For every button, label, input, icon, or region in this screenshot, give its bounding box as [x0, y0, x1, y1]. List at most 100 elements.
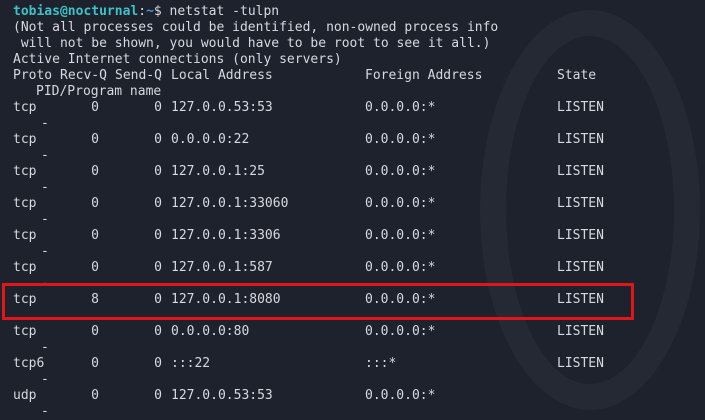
cell-sendq: 0 [154, 388, 162, 403]
cell-foreign: 0.0.0.0:* [365, 100, 436, 115]
cell-local: 127.0.0.1:587 [171, 260, 273, 275]
prompt-separator: : [138, 4, 147, 19]
row-main-line: tcp 0 0 127.0.0.53:53 0.0.0.0:* LISTEN [13, 100, 693, 116]
cell-proto: tcp6 [13, 356, 45, 371]
cell-local: 127.0.0.53:53 [171, 388, 273, 403]
prompt-symbol: $ [153, 4, 170, 19]
cell-state: LISTEN [557, 324, 604, 339]
cell-pid-program: - [41, 180, 49, 195]
row-pid-line: - [13, 148, 693, 164]
cell-proto: tcp [13, 324, 37, 339]
message-line: (Not all processes could be identified, … [13, 20, 499, 35]
cell-sendq: 0 [154, 132, 162, 147]
cell-sendq: 0 [154, 324, 162, 339]
cell-foreign: 0.0.0.0:* [365, 132, 436, 147]
cell-sendq: 0 [154, 228, 162, 243]
header-state: State [557, 68, 597, 83]
cell-foreign: 0.0.0.0:* [365, 228, 436, 243]
table-row: tcp6 0 0:::22:::* LISTEN- [13, 356, 693, 388]
cell-recvq: 0 [91, 228, 99, 243]
cell-recvq: 0 [91, 356, 99, 371]
prompt-path: ~ [146, 4, 154, 19]
cell-state: LISTEN [557, 196, 604, 211]
cell-sendq: 0 [154, 196, 162, 211]
cell-state: LISTEN [557, 100, 604, 115]
cell-pid-program: - [41, 148, 49, 163]
cell-sendq: 0 [154, 260, 162, 275]
row-main-line: tcp 0 0 127.0.0.1:33060 0.0.0.0:* LISTEN [13, 196, 693, 212]
cell-local: 0.0.0.0:22 [171, 132, 250, 147]
row-main-line: udp 0 0 127.0.0.53:53 0.0.0.0:* [13, 388, 693, 404]
cell-recvq: 0 [91, 388, 99, 403]
row-main-line: tcp 0 0 0.0.0.0:80 0.0.0.0:* LISTEN [13, 324, 693, 340]
cell-foreign: 0.0.0.0:* [365, 388, 436, 403]
cell-state: LISTEN [557, 260, 604, 275]
cell-recvq: 0 [91, 324, 99, 339]
cell-pid-program: - [41, 244, 49, 259]
cell-foreign: 0.0.0.0:* [365, 196, 436, 211]
row-pid-line: - [13, 340, 693, 356]
row-main-line: tcp 0 0 0.0.0.0:22 0.0.0.0:* LISTEN [13, 132, 693, 148]
cell-proto: udp [13, 388, 37, 403]
row-pid-line: - [13, 116, 693, 132]
cell-proto: tcp [13, 196, 37, 211]
row-main-line: tcp6 0 0:::22:::* LISTEN [13, 356, 693, 372]
cell-pid-program: - [41, 340, 49, 355]
row-main-line: tcp 0 0 127.0.0.1:3306 0.0.0.0:* LISTEN [13, 228, 693, 244]
cell-local: 0.0.0.0:80 [171, 324, 250, 339]
cell-local: 127.0.0.1:33060 [171, 196, 289, 211]
row-pid-line: - [13, 180, 693, 196]
cell-recvq: 0 [91, 196, 99, 211]
row-pid-line: - [13, 212, 693, 228]
header-local-address: Local Address [171, 68, 273, 83]
cell-foreign: 0.0.0.0:* [365, 292, 436, 307]
row-main-line: tcp 0 0 127.0.0.1:587 0.0.0.0:* LISTEN [13, 260, 693, 276]
cell-pid-program: - [41, 404, 49, 419]
row-main-line: tcp 8 0 127.0.0.1:8080 0.0.0.0:* LISTEN [13, 292, 693, 308]
cell-proto: tcp [13, 164, 37, 179]
cell-sendq: 0 [154, 100, 162, 115]
cell-proto: tcp [13, 100, 37, 115]
cell-foreign: 0.0.0.0:* [365, 260, 436, 275]
cell-recvq: 0 [91, 260, 99, 275]
prompt-user-host: tobias@nocturnal [13, 4, 139, 19]
cell-proto: tcp [13, 260, 37, 275]
row-pid-line: - [13, 244, 693, 260]
cell-local: 127.0.0.1:25 [171, 164, 265, 179]
cell-pid-program: - [41, 212, 49, 227]
cell-recvq: 0 [91, 100, 99, 115]
message-line: Active Internet connections (only server… [13, 52, 342, 67]
table-row: tcp 0 0 0.0.0.0:22 0.0.0.0:* LISTEN - [13, 132, 693, 164]
connection-rows: tcp 0 0 127.0.0.53:53 0.0.0.0:* LISTEN - tcp 0 0 0… [13, 100, 693, 420]
header-pid-program-name: PID/Program name [36, 84, 162, 99]
cell-proto: tcp [13, 292, 37, 307]
cell-sendq: 0 [154, 356, 162, 371]
highlight-box-port-8080 [2, 283, 634, 320]
command-text: netstat -tulpn [169, 4, 280, 19]
cell-local: 127.0.0.1:8080 [171, 292, 281, 307]
cell-pid-program: - [41, 372, 49, 387]
column-header-line: Proto Recv-Q Send-Q Local Address Foreig… [13, 68, 693, 84]
cell-state: LISTEN [557, 356, 604, 371]
cell-pid-program: - [41, 116, 49, 131]
row-main-line: tcp 0 0 127.0.0.1:25 0.0.0.0:* LISTEN [13, 164, 693, 180]
cell-local: :::22 [171, 356, 211, 371]
terminal-output: tobias@nocturnal:~$ netstat -tulpn (Not … [13, 4, 693, 420]
cell-sendq: 0 [154, 292, 162, 307]
cell-recvq: 0 [91, 164, 99, 179]
table-row-highlighted: tcp 8 0 127.0.0.1:8080 0.0.0.0:* LISTEN [13, 292, 693, 324]
header-foreign-address: Foreign Address [365, 68, 483, 83]
cell-proto: tcp [13, 228, 37, 243]
cell-proto: tcp [13, 132, 37, 147]
table-row: tcp 0 0 127.0.0.1:587 0.0.0.0:* LISTEN - [13, 260, 693, 292]
cell-state: LISTEN [557, 132, 604, 147]
cell-state: LISTEN [557, 228, 604, 243]
cell-foreign: 0.0.0.0:* [365, 324, 436, 339]
header-sendq: Send-Q [115, 68, 162, 83]
header-proto: Proto [13, 68, 53, 83]
cell-recvq: 8 [91, 292, 99, 307]
header-recvq: Recv-Q [60, 68, 107, 83]
table-row: tcp 0 0 127.0.0.1:25 0.0.0.0:* LISTEN - [13, 164, 693, 196]
cell-foreign: :::* [365, 356, 397, 371]
table-row: tcp 0 0 127.0.0.1:3306 0.0.0.0:* LISTEN - [13, 228, 693, 260]
